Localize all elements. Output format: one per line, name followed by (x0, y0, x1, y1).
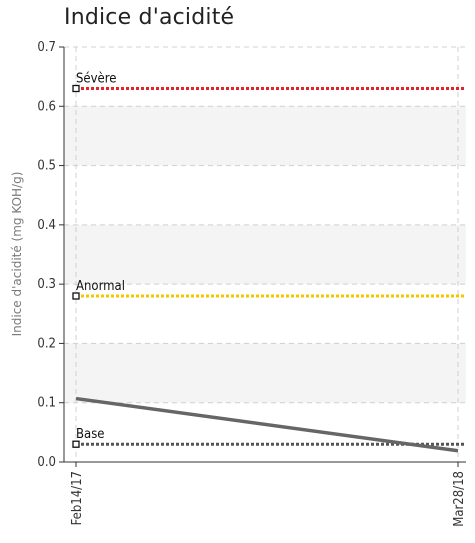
series-line (75, 396, 459, 453)
chart-title: Indice d'acidité (64, 5, 235, 30)
reference-marker (72, 440, 80, 448)
plot-band (64, 224, 466, 285)
grid-lines (64, 46, 466, 462)
reference-marker (72, 292, 80, 300)
x-tick-label: Feb14/17 (70, 471, 85, 525)
y-tick-label: 0.7 (37, 40, 56, 55)
y-tick-label: 0.2 (37, 336, 56, 351)
plot-band (64, 343, 466, 403)
plot-band (64, 106, 466, 166)
axes (63, 47, 466, 463)
y-tick-label: 0.1 (37, 396, 56, 411)
y-tick-label: 0.6 (37, 99, 56, 114)
y-ticks: 0.0 0.1 0.2 0.3 0.4 0.5 0.6 0.7 (37, 40, 64, 470)
reference-marker (72, 84, 80, 93)
data-series (75, 396, 459, 453)
reference-label: Base (76, 427, 104, 442)
plot-bands (64, 106, 466, 403)
y-tick-label: 0.0 (37, 455, 56, 470)
y-axis-title: Indice d'acidité (mg KOH/g) (10, 172, 24, 337)
reference-label: Sévère (76, 72, 116, 87)
y-tick-label: 0.4 (37, 218, 56, 233)
y-tick-label: 0.3 (37, 277, 56, 292)
reference-lines: Sévère Anormal Base (72, 72, 466, 448)
reference-label: Anormal (76, 279, 125, 294)
x-ticks: Feb14/17 Mar28/18 (70, 462, 467, 527)
x-tick-label: Mar28/18 (452, 471, 467, 527)
y-tick-label: 0.5 (37, 159, 56, 174)
